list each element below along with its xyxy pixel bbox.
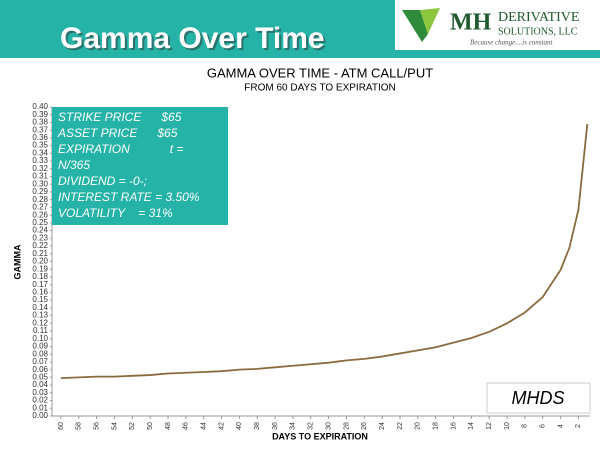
y-tick-label: 0.25 [32,218,48,227]
annotation-line: VOLATILITY = 31% [58,206,173,220]
y-tick-label: 0.38 [32,118,48,127]
x-tick-label: 34 [290,422,297,430]
y-tick-label: 0.37 [32,125,48,134]
x-tick-label: 32 [308,422,315,430]
x-tick-label: 10 [504,422,511,430]
y-tick-label: 0.10 [32,334,48,343]
y-tick-label: 0.07 [32,357,48,366]
y-tick-label: 0.21 [32,249,48,258]
chart-subtitle: FROM 60 DAYS TO EXPIRATION [244,83,396,94]
y-tick-label: 0.14 [32,303,48,312]
logo-tagline: Because change....is constant [470,39,553,47]
y-tick-label: 0.22 [32,241,48,250]
y-tick-label: 0.26 [32,210,48,219]
x-tick-label: 26 [361,422,368,430]
logo-icon [402,10,428,42]
x-tick-label: 40 [236,422,243,430]
x-tick-label: 42 [218,422,225,430]
y-tick-label: 0.06 [32,365,48,374]
y-tick-label: 0.18 [32,272,48,281]
header-title: Gamma Over Time [60,22,325,55]
logo-line1: DERIVATIVE [498,10,579,25]
annotation-line: INTEREST RATE = 3.50% [58,190,200,204]
x-tick-label: 28 [343,422,350,430]
x-tick-label: 24 [379,422,386,430]
y-tick-label: 0.11 [33,326,49,335]
y-tick-label: 0.23 [32,233,48,242]
y-tick-label: 0.27 [32,203,48,212]
watermark: MHDS [512,388,565,408]
y-tick-label: 0.03 [32,388,48,397]
y-tick-label: 0.08 [32,349,48,358]
annotation-line: N/365 [58,158,90,172]
x-tick-label: 14 [468,422,475,430]
y-tick-label: 0.33 [32,156,48,165]
y-tick-label: 0.05 [32,372,48,381]
x-tick-label: 22 [397,422,404,430]
y-tick-label: 0.34 [32,148,48,157]
series-line [60,123,589,380]
x-tick-label: 18 [432,422,439,430]
x-tick-label: 16 [450,422,457,430]
y-tick-label: 0.19 [32,264,48,273]
annotation-box [52,107,228,225]
y-tick-label: 0.12 [32,318,48,327]
y-tick-label: 0.00 [32,411,48,420]
y-tick-label: 0.35 [32,141,48,150]
x-tick-label: 30 [325,422,332,430]
y-tick-label: 0.29 [32,187,48,196]
x-tick-label: 20 [415,422,422,430]
y-tick-label: 0.16 [32,288,48,297]
y-tick-label: 0.30 [32,179,48,188]
y-tick-label: 0.17 [32,280,48,289]
y-tick-label: 0.15 [32,295,48,304]
y-tick-label: 0.28 [32,195,48,204]
y-tick-label: 0.32 [32,164,48,173]
x-tick-label: 48 [165,422,172,430]
x-tick-label: 52 [129,422,136,430]
logo-line2: SOLUTIONS, LLC [498,26,578,37]
x-tick-label: 6 [540,424,547,428]
chart-title: GAMMA OVER TIME - ATM CALL/PUT [207,65,433,80]
y-tick-label: 0.40 [32,102,48,111]
x-tick-label: 56 [93,422,100,430]
y-tick-label: 0.36 [32,133,48,142]
x-tick-label: 58 [76,422,83,430]
y-tick-label: 0.01 [32,403,48,412]
y-tick-label: 0.02 [32,396,48,405]
annotation-line: ASSET PRICE $65 [57,126,178,140]
x-tick-label: 54 [111,422,118,430]
header-title-shadow: Gamma Over Time [62,24,327,57]
logo-icon [420,8,440,34]
x-tick-label: 38 [254,422,261,430]
y-tick-label: 0.09 [32,342,48,351]
annotation-line: DIVIDEND = -0-; [58,174,147,188]
logo-mark: MH [450,10,492,36]
x-tick-label: 8 [522,424,529,428]
x-tick-label: 2 [575,424,582,428]
x-tick-label: 50 [147,422,154,430]
x-axis-label: DAYS TO EXPIRATION [272,431,368,441]
watermark-box [486,382,591,414]
x-tick-label: 44 [201,422,208,430]
x-tick-label: 60 [58,422,65,430]
y-axis-label: GAMMA [12,244,22,279]
y-tick-label: 0.24 [32,226,48,235]
annotation-line: EXPIRATION t = [58,142,183,156]
y-tick-label: 0.04 [32,380,48,389]
x-tick-label: 4 [557,424,564,428]
x-tick-label: 36 [272,422,279,430]
x-tick-label: 46 [183,422,190,430]
y-tick-label: 0.20 [32,257,48,266]
y-tick-label: 0.31 [32,172,48,181]
annotation-line: STRIKE PRICE $65 [58,110,182,124]
y-tick-label: 0.39 [32,110,48,119]
y-tick-label: 0.13 [32,311,48,320]
x-tick-label: 12 [486,422,493,430]
